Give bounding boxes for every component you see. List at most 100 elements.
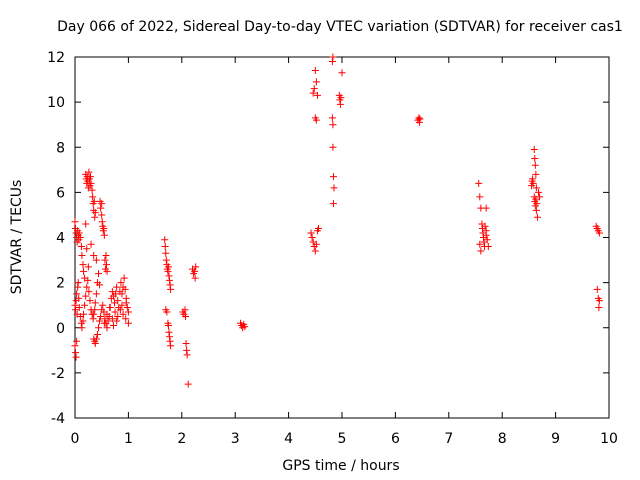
data-point [108,315,116,323]
data-point [91,340,99,348]
data-point [477,247,485,255]
data-point [80,310,88,318]
data-point [91,209,99,217]
data-point [164,263,172,271]
data-point [311,67,319,75]
data-point [90,252,98,260]
data-point [96,317,104,325]
data-point [163,308,171,316]
data-point [415,114,423,122]
data-point [530,146,538,154]
data-point [164,267,172,275]
data-point [532,170,540,178]
data-point [116,306,124,314]
data-point [166,337,174,345]
data-point [483,236,491,244]
data-point [476,193,484,201]
data-point [97,312,105,320]
data-point [100,231,108,239]
y-tick-label: 4 [56,231,65,247]
data-point [118,290,126,298]
data-point [93,331,101,339]
data-point [482,231,490,239]
data-point [532,206,540,214]
data-point [313,91,321,99]
data-point [124,319,132,327]
data-point [84,263,92,271]
data-point [166,281,174,289]
data-point [328,114,336,122]
data-point [308,234,316,241]
data-point [113,317,121,325]
data-point [118,301,126,309]
data-point [476,240,484,248]
data-point [100,319,108,327]
data-point [91,299,99,307]
x-tick-label: 2 [177,431,186,447]
data-point [182,340,190,348]
data-point [79,261,87,269]
data-point [337,94,345,102]
data-point [75,294,83,302]
data-point [75,303,83,311]
x-tick-label: 9 [551,431,560,447]
y-tick-label: 2 [56,276,65,292]
data-point [533,200,541,208]
data-point [89,315,97,323]
data-point [82,292,90,300]
data-point [122,315,130,323]
data-point [241,323,249,331]
data-point [475,179,483,187]
data-point [166,276,174,284]
data-point [311,247,319,255]
data-point [329,53,337,61]
data-point [535,188,543,196]
data-point [415,118,423,126]
data-point [184,380,192,388]
data-point [183,346,191,354]
data-point [71,342,79,350]
data-point [94,270,102,278]
data-point [165,272,173,280]
x-tick-label: 10 [600,431,618,447]
data-point [595,229,603,237]
data-points [71,53,603,388]
data-point [71,218,79,226]
data-point [91,306,99,314]
data-point [117,279,125,287]
data-point [122,299,130,307]
data-point [121,285,129,293]
data-point [595,303,603,311]
data-point [192,263,200,271]
data-point [114,297,122,305]
data-point [92,290,100,298]
data-point [119,310,127,318]
data-point [97,204,105,212]
data-point [91,213,99,221]
data-point [531,155,539,163]
data-point [536,193,544,201]
y-tick-label: 8 [56,140,65,156]
data-point [330,184,338,192]
x-axis-label: GPS time / hours [282,458,399,474]
data-point [102,252,110,260]
data-point [90,197,98,205]
data-point [336,100,344,108]
data-point [124,308,132,316]
data-point [98,200,106,208]
data-point [72,353,80,361]
data-point [307,229,315,237]
data-point [103,310,111,318]
data-point [114,312,122,320]
y-axis-label: SDTVAR / TECUs [9,180,25,295]
data-point [83,245,91,253]
data-point [87,240,95,248]
data-point [86,297,94,305]
data-point [81,301,89,309]
x-tick-label: 7 [444,431,453,447]
data-point [328,58,336,66]
data-point [80,267,88,275]
data-point [86,173,94,181]
